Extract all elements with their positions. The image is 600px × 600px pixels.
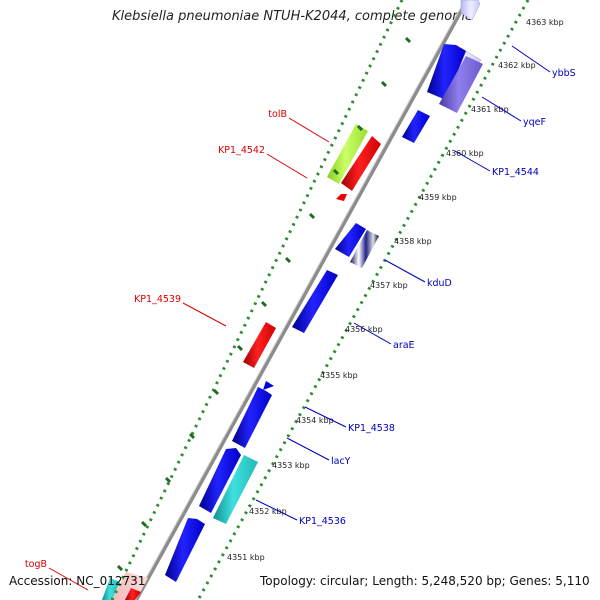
leader-kduD [384,259,426,283]
gene-label-yqeF[interactable]: yqeF [523,117,546,128]
gene-small-blue-marker [263,381,274,390]
gene-togB-red-arrow [125,588,141,600]
tick-label: 4351 kbp [227,553,265,562]
track-tick-2 [356,124,364,132]
track-tick-4 [308,212,316,220]
map-title: Klebsiella pneumoniae NTUH-K2044, comple… [112,9,473,24]
leader-araE [353,322,392,345]
track-tick-0 [404,36,412,44]
dotted-tracks [110,0,530,600]
gene-kduD-arrow [335,223,366,257]
track-tick-9 [188,432,196,440]
label-leaders [48,45,551,591]
tick-label: 4356 kbp [345,325,383,334]
gene-label-togB[interactable]: togB [25,559,47,570]
gene-label-KP1_4544[interactable]: KP1_4544 [492,167,539,178]
gene-label-KP1_4538[interactable]: KP1_4538 [348,423,395,434]
tick-label: 4355 kbp [320,371,358,380]
leader-KP1_4544 [454,150,491,172]
gene-label-ybbS[interactable]: ybbS [552,68,576,79]
gene-label-kduD[interactable]: kduD [427,278,452,289]
gene-togB-cyan-arrow [102,578,120,600]
gene-KP1_4539-arrow [243,322,276,368]
gene-KP1_4544-arrow [402,110,430,143]
feature-boxes [102,0,483,600]
gene-tolB-arrow [327,124,368,184]
track-tick-1 [380,80,388,88]
gene-KP1_4536-arrow [213,455,258,524]
gene-small-red-marker [336,194,347,201]
accession-text: Accession: NC_012731 [9,574,146,588]
dotted-track-2 [196,0,530,600]
track-tick-10 [164,476,172,484]
gene-label-KP1_4542[interactable]: KP1_4542 [218,145,265,156]
tick-label: 4359 kbp [419,193,457,202]
gene-ybbS-arrow [460,0,481,21]
track-tick-7 [236,344,244,352]
track-tick-11 [140,520,148,528]
track-tick-12 [116,564,124,572]
leader-KP1_4536 [255,499,298,521]
tick-label: 4360 kbp [446,149,484,158]
topology-text: Topology: circular; Length: 5,248,520 bp… [260,574,590,588]
track-tick-6 [260,300,268,308]
leader-yqeF [481,96,522,122]
tick-label: 4352 kbp [249,507,287,516]
leader-KP1_4542 [266,153,308,179]
track-tick-5 [284,256,292,264]
backbone-line [134,0,469,600]
gene-label-KP1_4539[interactable]: KP1_4539 [134,294,181,305]
backbone-layer [133,0,469,600]
gene-yqeF-arrow [439,56,483,113]
tick-label: 4353 kbp [272,461,310,470]
gene-blue-ybbS-arrow [427,44,466,100]
backbone-highlight [133,0,466,600]
track-tick-3 [332,168,340,176]
gene-label-tolB[interactable]: tolB [268,109,287,120]
gene-kduD-striped [350,230,379,268]
gene-lacY-arrow [199,448,241,513]
leader-KP1_4538 [304,406,347,428]
tick-label: 4354 kbp [296,416,334,425]
gene-KP1_4538-arrow [232,387,272,448]
tick-label: 4358 kbp [394,237,432,246]
leader-togB [48,567,89,591]
tick-label: 4363 kbp [526,18,564,27]
gene-label-araE[interactable]: araE [393,340,415,351]
gene-KP1_4542-arrow [341,136,381,191]
tick-label: 4362 kbp [498,61,536,70]
tick-labels: 4351 kbp 4352 kbp 4353 kbp 4354 kbp 4355 kbp… [227,18,564,562]
leader-ybbS [511,45,551,73]
leader-KP1_4539 [182,302,227,327]
gene-araE-arrow [292,270,338,333]
gene-labels: ybbS yqeF KP1_4544 kduD araE KP1_4538 lacY KP1_… [25,68,576,570]
track-tick-8 [212,388,220,396]
gene-label-lacY[interactable]: lacY [331,456,351,467]
leader-tolB [288,117,330,143]
tick-label: 4361 kbp [471,105,509,114]
leader-lacY [286,437,330,461]
gene-label-KP1_4536[interactable]: KP1_4536 [299,516,346,527]
tick-label: 4357 kbp [370,281,408,290]
gene-4351-blue-arrow [165,518,205,582]
